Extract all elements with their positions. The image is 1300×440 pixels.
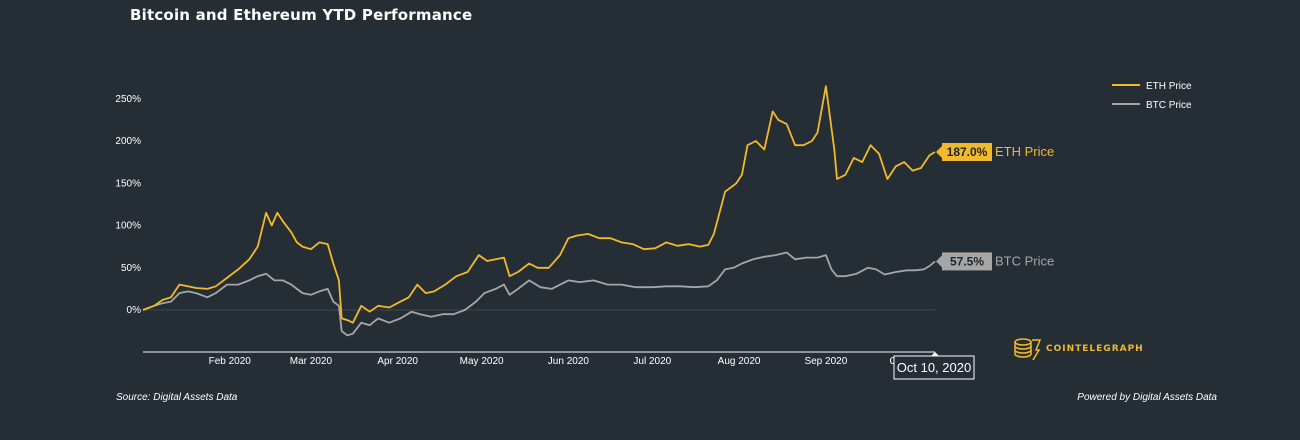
x-tick-label: Jun 2020 bbox=[548, 356, 590, 367]
y-axis: 0% 50% 100% 150% 200% 250% bbox=[115, 94, 935, 316]
end-label-value: 187.0% bbox=[947, 145, 988, 159]
x-tick-label: Sep 2020 bbox=[804, 356, 847, 367]
end-label-name: BTC Price bbox=[995, 253, 1054, 268]
end-label-value: 57.5% bbox=[950, 254, 984, 268]
end-label-box bbox=[942, 252, 992, 271]
logo-text: COINTELEGRAPH bbox=[1046, 344, 1144, 354]
legend-item-label[interactable]: ETH Price bbox=[1146, 81, 1192, 92]
x-tick-label: Jul 2020 bbox=[633, 356, 671, 367]
series-layer bbox=[142, 85, 936, 337]
legend[interactable]: ETH Price BTC Price bbox=[1112, 81, 1192, 111]
crosshair-pointer bbox=[931, 352, 939, 356]
end-label-name: ETH Price bbox=[995, 144, 1054, 159]
x-tick-label: Apr 2020 bbox=[377, 356, 418, 367]
y-tick-label: 200% bbox=[115, 136, 141, 147]
y-tick-label: 100% bbox=[115, 221, 141, 232]
x-tick-label: Aug 2020 bbox=[718, 356, 761, 367]
coin-stack-icon bbox=[1014, 338, 1042, 361]
crosshair-tooltip: Oct 10, 2020 bbox=[893, 352, 975, 380]
x-tick-label: May 2020 bbox=[460, 356, 504, 367]
end-label-box bbox=[942, 142, 992, 161]
end-labels: 187.0% ETH Price 57.5% BTC Price bbox=[936, 142, 1054, 271]
y-tick-label: 50% bbox=[121, 263, 141, 274]
end-label-pointer bbox=[936, 145, 942, 158]
x-tick-label: Mar 2020 bbox=[290, 356, 333, 367]
y-tick-label: 250% bbox=[115, 94, 141, 105]
eth-price-line bbox=[142, 85, 936, 324]
end-label-pointer bbox=[936, 255, 942, 268]
source-note: Source: Digital Assets Data bbox=[116, 392, 238, 403]
cointelegraph-logo: COINTELEGRAPH bbox=[1012, 336, 1144, 362]
chart-title: Bitcoin and Ethereum YTD Performance bbox=[130, 6, 473, 24]
y-tick-label: 0% bbox=[127, 305, 142, 316]
crosshair-box bbox=[893, 355, 975, 380]
powered-by-note[interactable]: Powered by Digital Assets Data bbox=[1077, 392, 1217, 403]
crosshair-date: Oct 10, 2020 bbox=[897, 360, 971, 375]
x-axis: Feb 2020 Mar 2020 Apr 2020 May 2020 Jun 2020… bbox=[143, 351, 935, 367]
legend-item-label[interactable]: BTC Price bbox=[1146, 100, 1192, 111]
btc-price-line bbox=[142, 251, 936, 337]
y-tick-label: 150% bbox=[115, 178, 141, 189]
x-tick-label: Feb 2020 bbox=[209, 356, 252, 367]
